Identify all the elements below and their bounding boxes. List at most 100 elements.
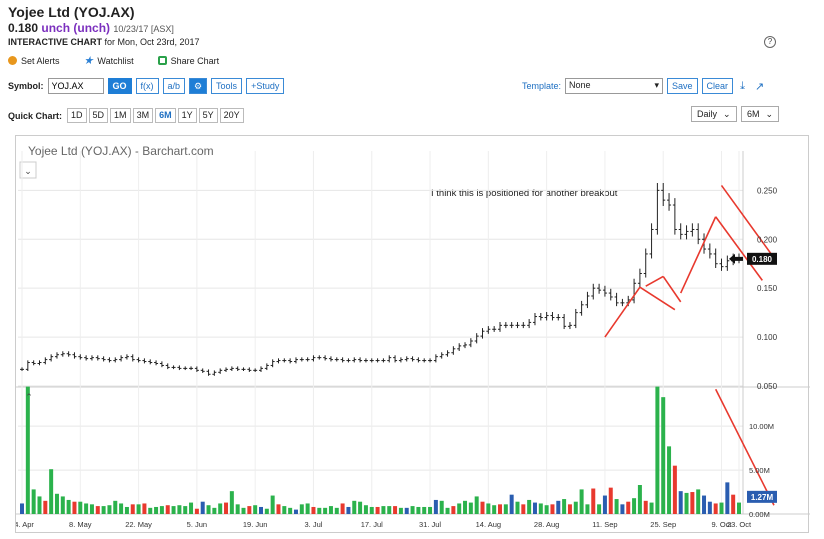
- volume-bar: [60, 496, 65, 514]
- price-trendline: [604, 286, 641, 338]
- gear-icon[interactable]: ⚙: [189, 78, 208, 94]
- volume-bar: [119, 503, 124, 514]
- quick-chart-3m[interactable]: 3M: [132, 108, 154, 123]
- price-bar: [463, 342, 468, 349]
- share-chart-link[interactable]: Share Chart: [157, 54, 220, 67]
- price-bar: [317, 355, 322, 360]
- fx-button[interactable]: f(x): [135, 78, 159, 94]
- price-bar: [358, 357, 363, 363]
- download-icon[interactable]: ⤓: [740, 79, 745, 92]
- quick-chart-6m[interactable]: 6M: [155, 108, 176, 123]
- price-bar: [393, 355, 398, 363]
- volume-bar: [707, 501, 712, 514]
- price-bar: [713, 248, 718, 268]
- volume-bar: [218, 503, 223, 514]
- template-label: Template:: [522, 81, 562, 91]
- price-bar: [159, 361, 164, 368]
- price-bar: [550, 311, 555, 321]
- share-icon: [157, 56, 167, 65]
- volume-bar: [194, 508, 199, 514]
- price-bar: [334, 357, 339, 362]
- price-bar: [282, 358, 287, 363]
- share-chart-label: Share Chart: [170, 55, 220, 66]
- price-bar: [672, 198, 677, 235]
- volume-bar: [31, 489, 36, 514]
- price-bar: [60, 351, 65, 357]
- help-icon[interactable]: ?: [764, 36, 776, 48]
- price-bar: [49, 354, 54, 362]
- template-select[interactable]: None ▾: [565, 78, 664, 94]
- price-bar: [567, 322, 572, 330]
- price-bar: [556, 314, 561, 321]
- range-select[interactable]: 6M ⌄: [741, 106, 780, 122]
- volume-bar: [130, 504, 135, 514]
- save-button[interactable]: Save: [667, 78, 698, 94]
- price-bar: [200, 368, 205, 373]
- price-bar: [229, 366, 234, 372]
- study-button[interactable]: +Study: [246, 78, 285, 94]
- tools-button[interactable]: Tools: [211, 78, 243, 94]
- volume-bar: [416, 506, 421, 514]
- volume-bar: [492, 505, 497, 514]
- price-bar: [451, 346, 456, 355]
- x-tick-label: 11. Sep: [592, 520, 617, 529]
- quick-chart-20y[interactable]: 20Y: [219, 108, 244, 123]
- y-tick-label: 0.150: [757, 284, 778, 293]
- price-bar: [363, 358, 368, 363]
- axis-labels: 0.250 0.200 0.150 0.100 0.050 10.00M 5.00M 0.00…: [10, 186, 778, 529]
- price-bar: [352, 357, 357, 363]
- set-alerts-label: Set Alerts: [21, 55, 60, 66]
- volume-bar: [84, 503, 89, 514]
- quick-chart-5y[interactable]: 5Y: [198, 108, 218, 123]
- quick-chart-1y[interactable]: 1Y: [177, 108, 197, 123]
- chart-panel[interactable]: Yojee Ltd (YOJ.AX) - Barchart.com ⌄ I th…: [10, 135, 810, 534]
- volume-bar: [591, 488, 596, 514]
- volume-bar: [78, 501, 83, 514]
- watchlist-link[interactable]: ★ Watchlist: [84, 54, 134, 67]
- price-bar: [72, 352, 77, 359]
- price-bar: [532, 312, 537, 326]
- volume-bar: [358, 501, 363, 514]
- volume-bar: [532, 502, 537, 514]
- volume-bar: [404, 507, 409, 514]
- set-alerts-link[interactable]: Set Alerts: [8, 54, 60, 67]
- price-bar: [428, 358, 433, 363]
- volume-bar: [620, 504, 625, 514]
- quick-chart-5d[interactable]: 5D: [88, 108, 109, 123]
- quick-chart-1d[interactable]: 1D: [67, 108, 87, 123]
- price-bar: [212, 370, 217, 376]
- price-bar: [148, 359, 153, 365]
- price-volume-chart[interactable]: Yojee Ltd (YOJ.AX) - Barchart.com ⌄ I th…: [10, 136, 810, 534]
- price-bar: [101, 356, 106, 362]
- volume-bar: [270, 495, 275, 514]
- clear-button[interactable]: Clear: [701, 78, 734, 94]
- interval-value: Daily: [697, 109, 718, 119]
- expand-icon[interactable]: ↗: [754, 80, 765, 93]
- price-bar: [25, 360, 30, 372]
- quick-chart-1m[interactable]: 1M: [110, 108, 131, 123]
- volume-bar: [124, 506, 129, 514]
- volume-bar: [241, 507, 246, 514]
- price-bar: [375, 358, 380, 363]
- volume-bar: [573, 501, 578, 514]
- volume-bar: [626, 501, 631, 514]
- go-button[interactable]: GO: [107, 78, 132, 94]
- volume-bar: [381, 506, 386, 514]
- volume-bar: [154, 506, 159, 514]
- ab-button[interactable]: a/b: [162, 78, 186, 94]
- volume-bar: [498, 504, 502, 514]
- volume-bar: [655, 386, 660, 514]
- price-bar: [608, 288, 613, 301]
- volume-bar: [672, 465, 677, 514]
- collapse-button[interactable]: ⌄: [19, 161, 37, 179]
- price-bar: [498, 322, 502, 332]
- price-bar: [398, 357, 403, 363]
- price-bar: [632, 278, 637, 304]
- symbol-input[interactable]: [47, 78, 104, 94]
- volume-bar: [66, 499, 71, 514]
- interval-select[interactable]: Daily ⌄: [691, 106, 737, 122]
- price-bar: [649, 223, 654, 259]
- arrow-left-icon: [729, 253, 743, 264]
- price-bar: [573, 308, 578, 329]
- x-tick-label: 24. Apr: [16, 520, 34, 529]
